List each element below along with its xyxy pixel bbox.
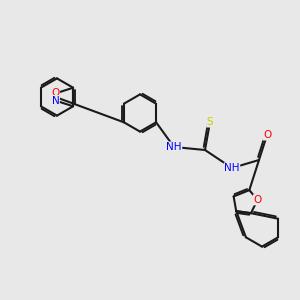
Text: O: O — [51, 88, 59, 98]
Text: O: O — [263, 130, 271, 140]
Text: O: O — [253, 195, 262, 205]
Text: S: S — [207, 117, 213, 127]
Text: N: N — [52, 96, 59, 106]
Text: NH: NH — [224, 163, 240, 173]
Text: NH: NH — [166, 142, 182, 152]
